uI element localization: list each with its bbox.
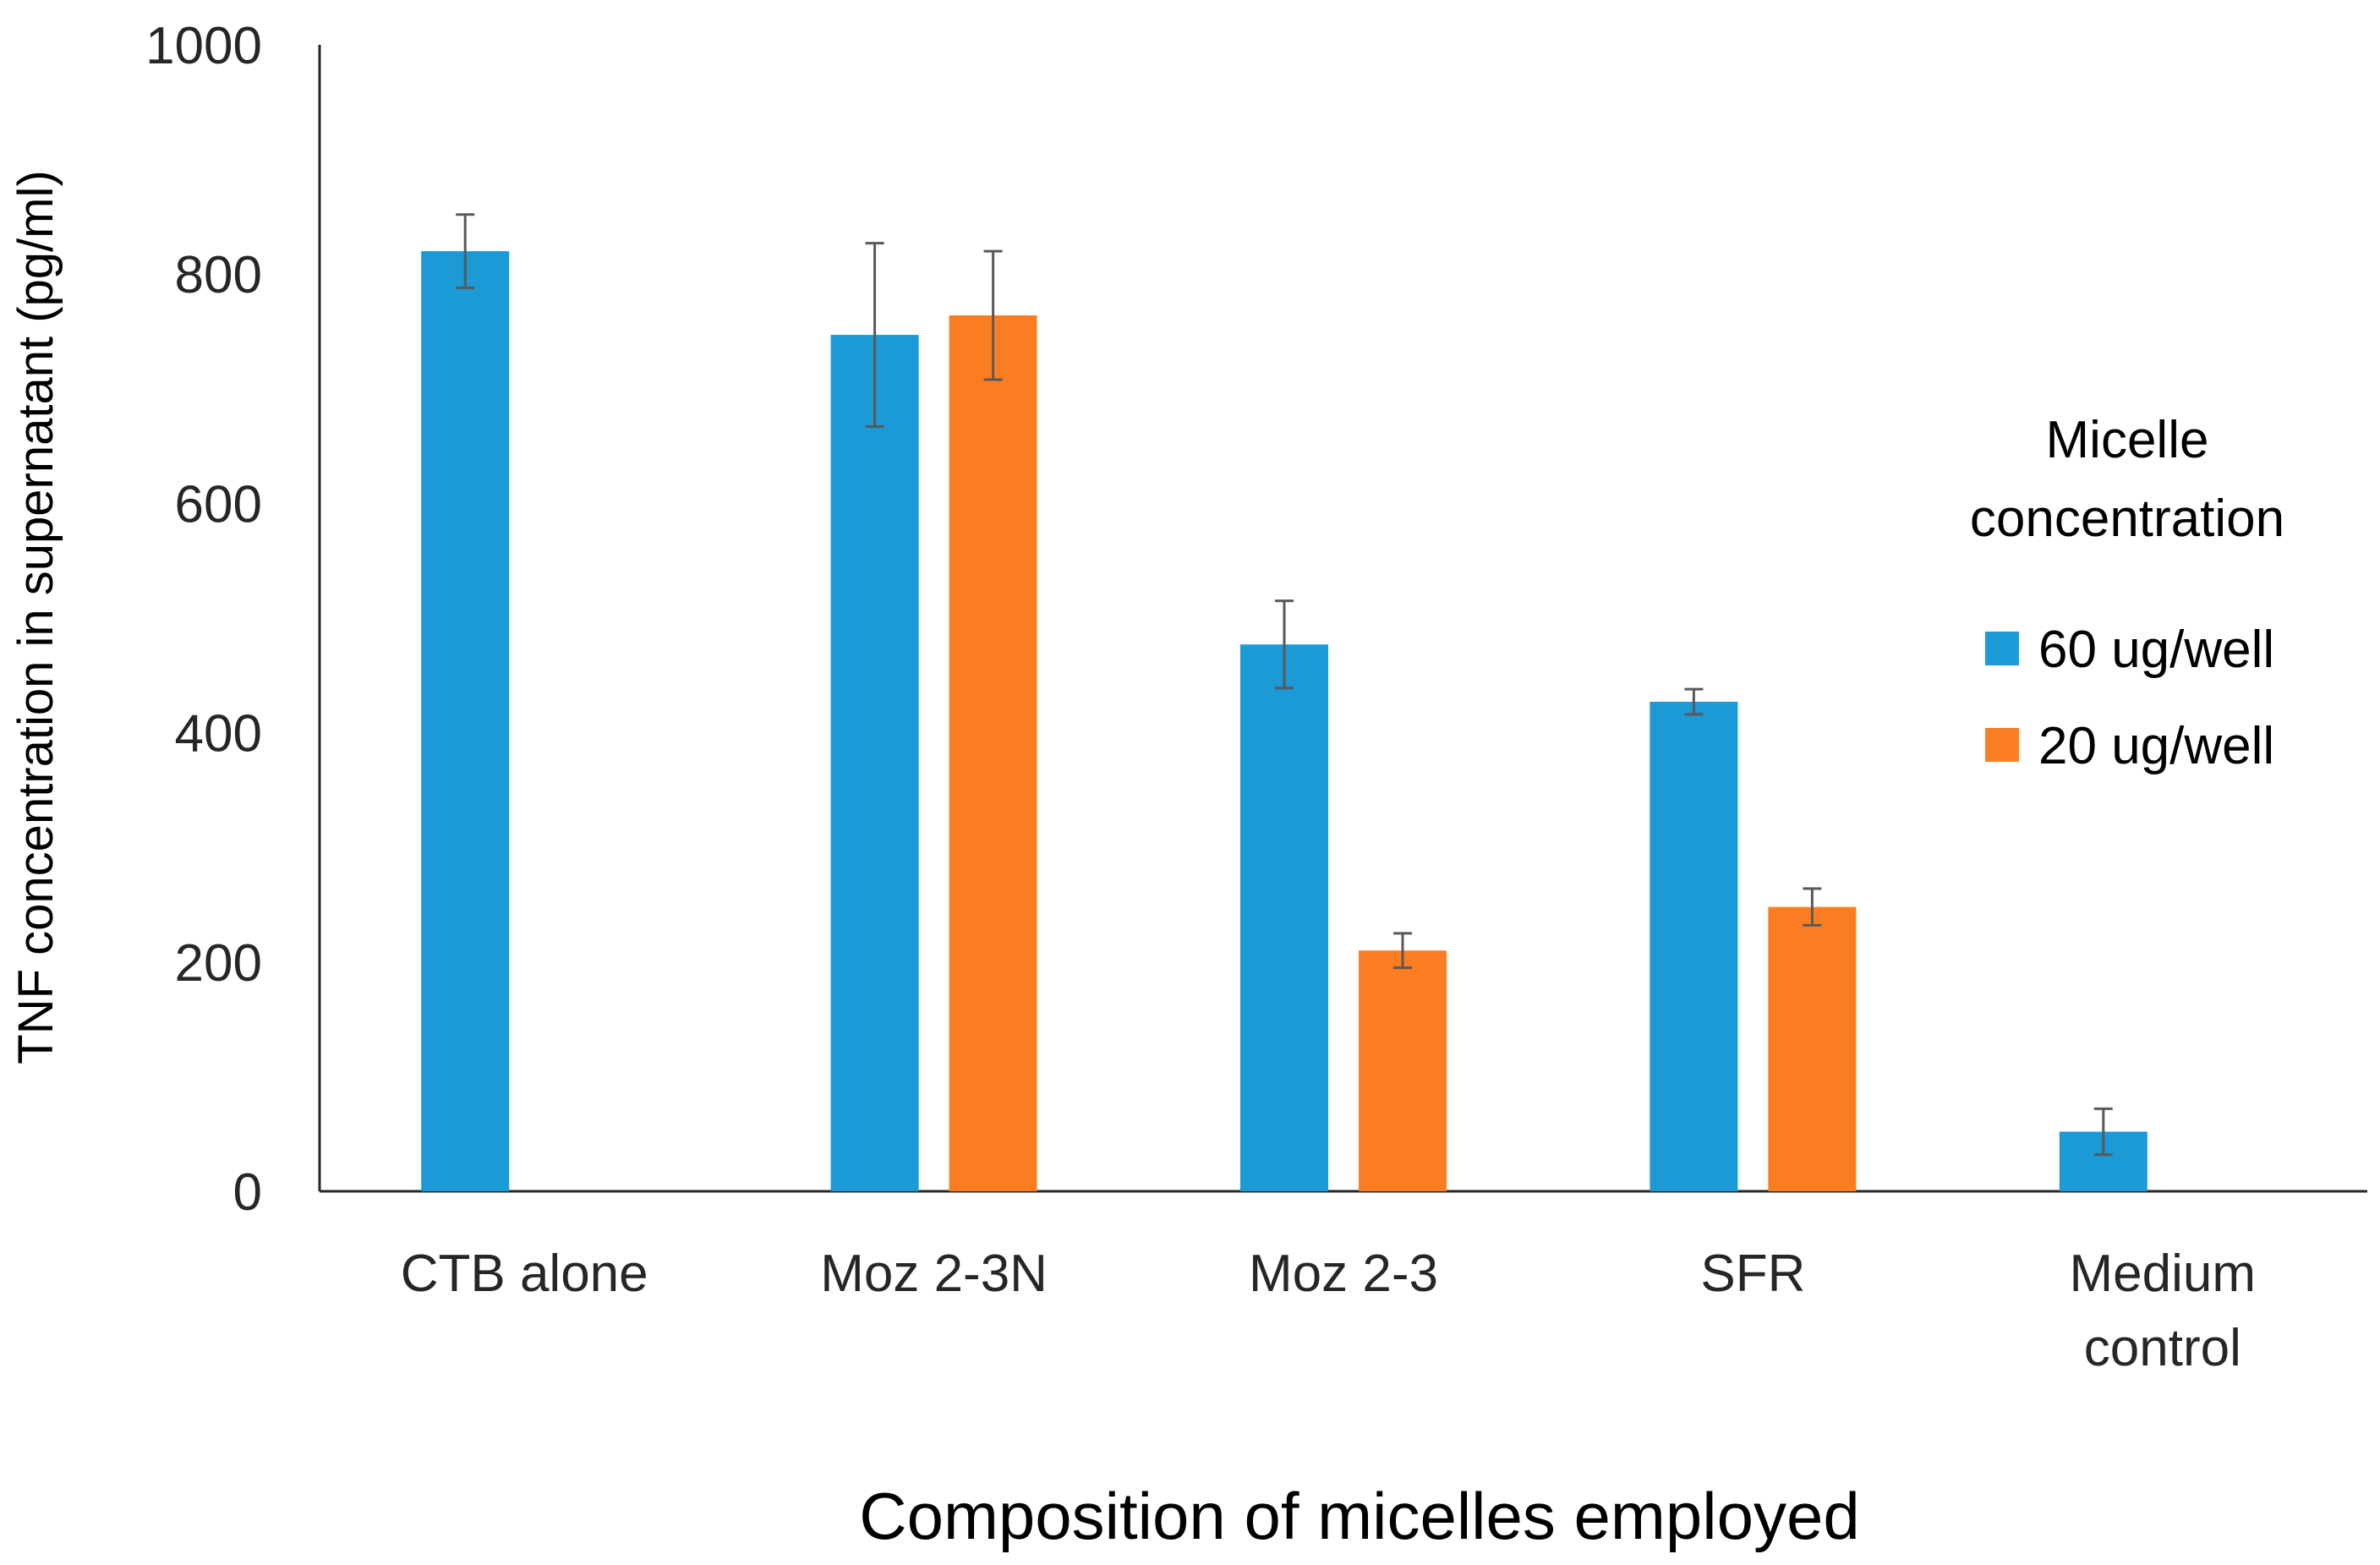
bar-moz-2-3n-20-ug-well [949,315,1037,1191]
error-bar-sfr-60-ug-well [1684,687,1704,716]
y-tick-labels: 0 200 400 600 800 1000 [145,17,262,1222]
category-label-medium-control: Medium control [2070,1245,2257,1377]
error-bar-moz-2-3-20-ug-well [1393,932,1412,970]
category-label-moz-2-3: Moz 2-3 [1249,1245,1438,1303]
error-bars [456,213,2113,1157]
bar-sfr-60-ug-well [1650,701,1738,1191]
plot-area [318,45,2367,1193]
y-tick-label-400: 400 [175,705,262,763]
error-bar-moz-2-3n-60-ug-well [865,242,884,429]
y-tick-label-1000: 1000 [145,17,262,75]
x-axis-title: Composition of micelles employed [859,1479,1860,1553]
category-labels: CTB alone Moz 2-3N Moz 2-3 SFR Medium control [401,1245,2256,1377]
legend-swatch-60-ug-well [1985,632,2019,665]
legend-title-line-2: concentration [1970,490,2284,548]
legend-swatch-20-ug-well [1985,728,2019,762]
category-label-sfr: SFR [1700,1245,1805,1303]
category-label-ctb-alone: CTB alone [401,1245,648,1303]
legend-title-line-1: Micelle [2046,411,2209,469]
error-bar-ctb-alone-60-ug-well [456,213,475,289]
y-tick-label-800: 800 [175,246,262,304]
y-tick-label-600: 600 [175,475,262,534]
legend: Micelle concentration 60 ug/well 20 ug/w… [1970,411,2284,775]
category-label-moz-2-3n: Moz 2-3N [820,1245,1048,1303]
error-bar-sfr-20-ug-well [1803,887,1822,927]
error-bar-moz-2-3n-20-ug-well [983,249,1003,381]
y-axis-title: TNF concentration in supernatant (pg/ml) [8,170,63,1064]
legend-label-20-ug-well: 20 ug/well [2038,717,2274,775]
bar-ctb-alone-60-ug-well [421,251,510,1192]
bar-sfr-20-ug-well [1768,906,1857,1191]
error-bar-moz-2-3-60-ug-well [1275,599,1294,690]
legend-label-60-ug-well: 60 ug/well [2038,621,2274,679]
bar-moz-2-3-60-ug-well [1240,644,1328,1191]
bar-moz-2-3n-60-ug-well [830,335,919,1191]
y-tick-label-200: 200 [175,934,262,993]
error-bar-medium-control-60-ug-well [2093,1107,2113,1157]
y-tick-label-0: 0 [233,1163,262,1222]
bars [421,251,2147,1192]
bar-moz-2-3-20-ug-well [1359,950,1447,1191]
